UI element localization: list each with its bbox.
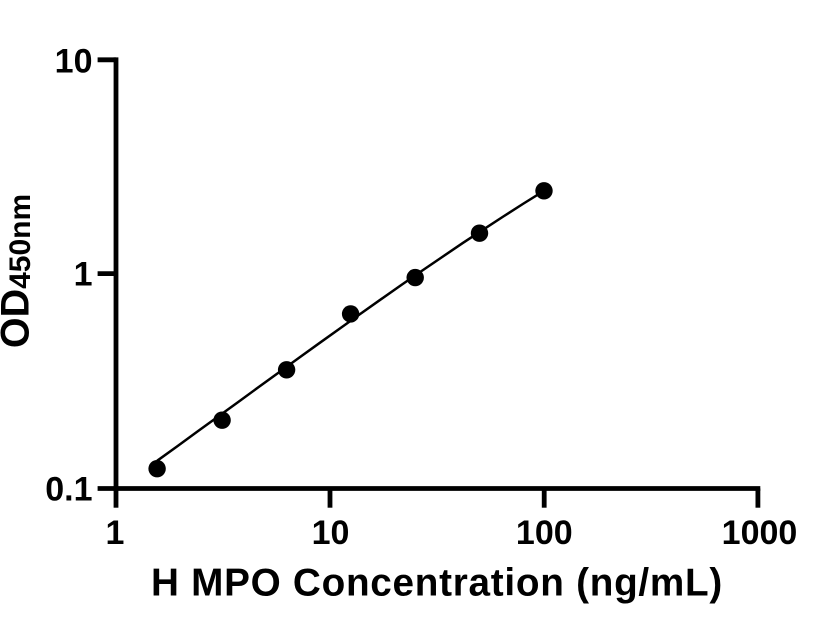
svg-text:0.1: 0.1 — [45, 471, 92, 509]
svg-text:100: 100 — [516, 514, 573, 552]
svg-text:1: 1 — [74, 256, 93, 294]
svg-text:H MPO Concentration (ng/mL): H MPO Concentration (ng/mL) — [151, 561, 723, 604]
svg-text:10: 10 — [55, 42, 93, 80]
svg-text:1: 1 — [106, 514, 125, 552]
svg-text:10: 10 — [312, 514, 350, 552]
svg-text:1000: 1000 — [722, 514, 798, 552]
svg-text:OD450nm: OD450nm — [0, 194, 38, 348]
